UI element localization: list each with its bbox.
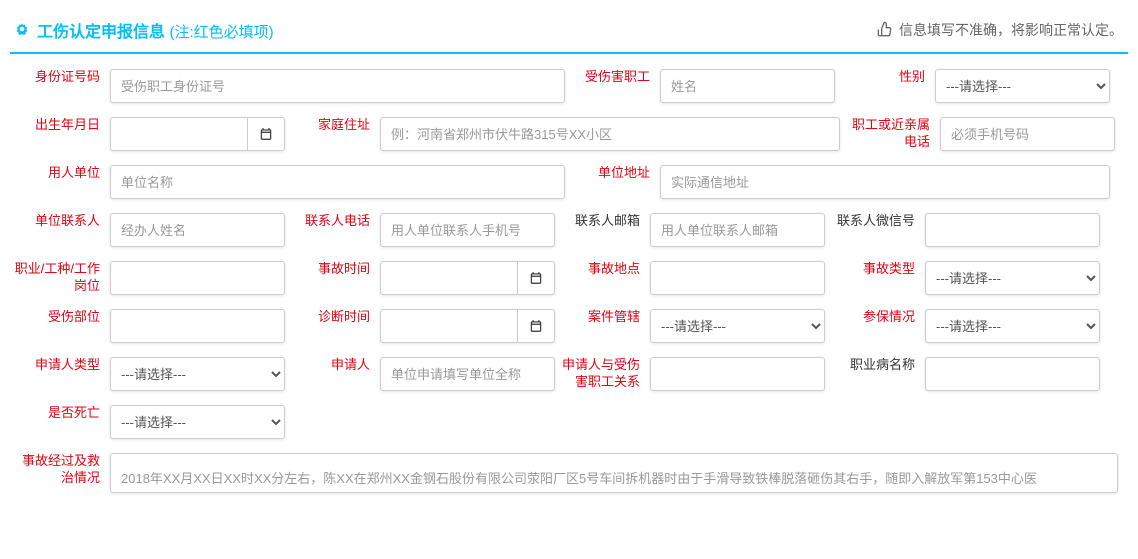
calendar-button[interactable]: [247, 117, 285, 151]
home-address-input[interactable]: [380, 117, 840, 151]
label-applicant-type: 申请人类型: [10, 357, 110, 374]
case-jurisdiction-select[interactable]: ---请选择---: [650, 309, 825, 343]
label-insurance-status: 参保情况: [825, 309, 925, 326]
gender-select[interactable]: ---请选择---: [935, 69, 1110, 103]
applicant-relation-input[interactable]: [650, 357, 825, 391]
applicant-input[interactable]: [380, 357, 555, 391]
label-applicant: 申请人: [285, 357, 380, 374]
label-case-jurisdiction: 案件管辖: [555, 309, 650, 326]
label-contact-wechat: 联系人微信号: [825, 213, 925, 230]
label-occupation: 职业/工种/工作岗位: [10, 261, 110, 295]
label-relative-phone: 职工或近亲属电话: [840, 117, 940, 151]
employer-address-input[interactable]: [660, 165, 1110, 199]
contact-wechat-input[interactable]: [925, 213, 1100, 247]
birth-date-input[interactable]: [110, 117, 247, 151]
hint-text: 信息填写不准确，将影响正常认定。: [899, 20, 1123, 40]
insurance-status-select[interactable]: ---请选择---: [925, 309, 1100, 343]
label-victim: 受伤害职工: [565, 69, 660, 86]
label-employer-address: 单位地址: [565, 165, 660, 182]
label-incident-desc: 事故经过及救治情况: [10, 453, 110, 487]
victim-name-input[interactable]: [660, 69, 835, 103]
contact-phone-input[interactable]: [380, 213, 555, 247]
label-home-address: 家庭住址: [285, 117, 380, 134]
label-contact-phone: 联系人电话: [285, 213, 380, 230]
injury-part-input[interactable]: [110, 309, 285, 343]
accident-time-input[interactable]: [380, 261, 517, 295]
label-employer: 用人单位: [10, 165, 110, 182]
label-accident-place: 事故地点: [555, 261, 650, 278]
label-unit-contact: 单位联系人: [10, 213, 110, 230]
diagnosis-time-input[interactable]: [380, 309, 517, 343]
label-birth-date: 出生年月日: [10, 117, 110, 134]
label-diagnosis-time: 诊断时间: [285, 309, 380, 326]
label-contact-email: 联系人邮箱: [555, 213, 650, 230]
label-gender: 性别: [835, 69, 935, 86]
occupation-input[interactable]: [110, 261, 285, 295]
calendar-button[interactable]: [517, 261, 555, 295]
applicant-type-select[interactable]: ---请选择---: [110, 357, 285, 391]
incident-desc-input[interactable]: [110, 453, 1118, 493]
accident-type-select[interactable]: ---请选择---: [925, 261, 1100, 295]
id-number-input[interactable]: [110, 69, 565, 103]
gear-icon: [15, 22, 29, 39]
section-header: 工伤认定申报信息 (注:红色必填项) 信息填写不准确，将影响正常认定。: [10, 10, 1128, 54]
unit-contact-input[interactable]: [110, 213, 285, 247]
disease-name-input[interactable]: [925, 357, 1100, 391]
employer-input[interactable]: [110, 165, 565, 199]
calendar-button[interactable]: [517, 309, 555, 343]
label-accident-type: 事故类型: [825, 261, 925, 278]
is-death-select[interactable]: ---请选择---: [110, 405, 285, 439]
section-title: 工伤认定申报信息 (注:红色必填项): [37, 18, 274, 42]
contact-email-input[interactable]: [650, 213, 825, 247]
declaration-form: 身份证号码 受伤害职工 性别 ---请选择--- 出生年月日 家庭住址 职工或近…: [10, 69, 1128, 493]
label-is-death: 是否死亡: [10, 405, 110, 422]
thumbs-up-icon: [877, 21, 893, 40]
header-hint: 信息填写不准确，将影响正常认定。: [877, 20, 1123, 40]
label-id-number: 身份证号码: [10, 69, 110, 86]
accident-place-input[interactable]: [650, 261, 825, 295]
relative-phone-input[interactable]: [940, 117, 1115, 151]
label-injury-part: 受伤部位: [10, 309, 110, 326]
label-disease-name: 职业病名称: [825, 357, 925, 374]
label-applicant-relation: 申请人与受伤害职工关系: [555, 357, 650, 391]
label-accident-time: 事故时间: [285, 261, 380, 278]
